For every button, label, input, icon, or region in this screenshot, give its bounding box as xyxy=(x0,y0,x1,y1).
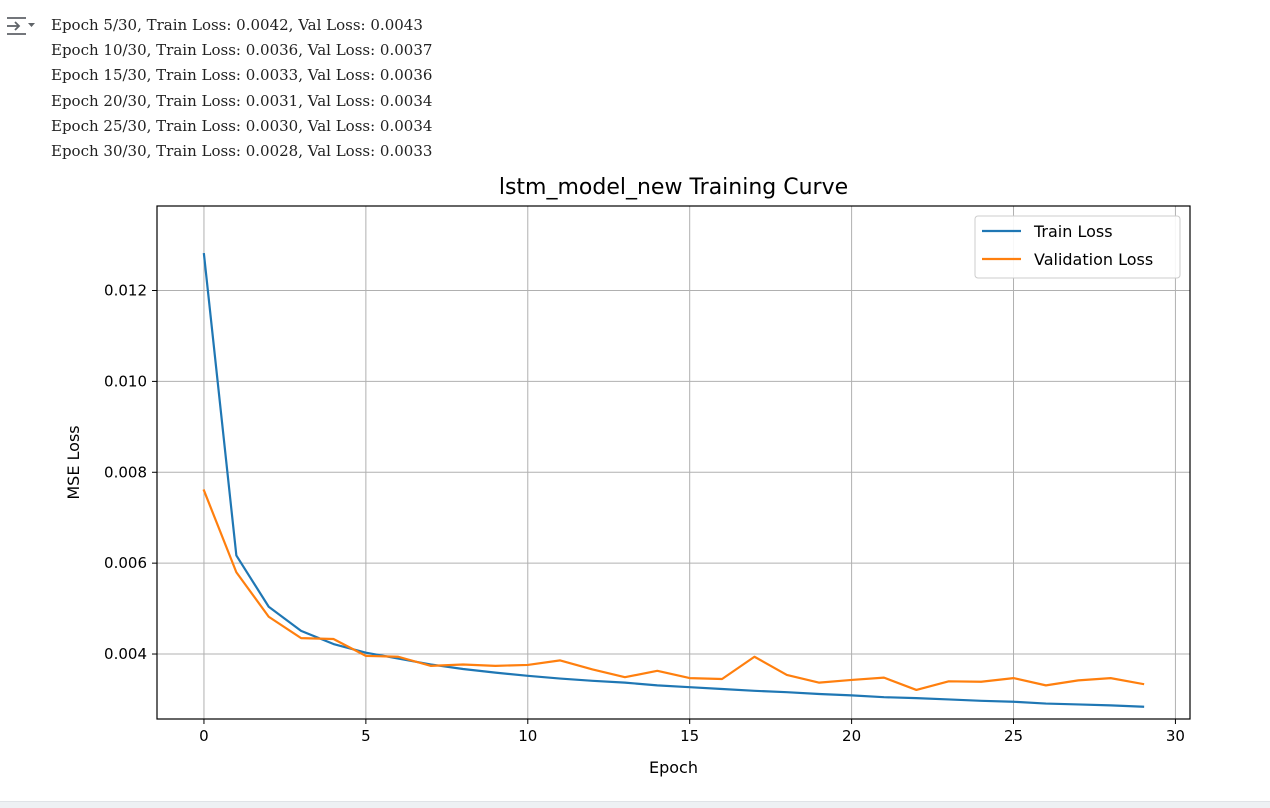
log-line: Epoch 10/30, Train Loss: 0.0036, Val Los… xyxy=(51,41,433,60)
x-axis-label: Epoch xyxy=(649,758,698,777)
y-tick-label: 0.006 xyxy=(104,554,147,572)
output-collapse-icon xyxy=(7,17,35,35)
x-tick-label: 10 xyxy=(518,727,537,745)
train-loss-line xyxy=(202,252,1145,708)
output-toggle-button[interactable] xyxy=(4,14,36,38)
validation-loss-line xyxy=(202,489,1145,692)
y-tick-label: 0.004 xyxy=(104,645,147,663)
legend: Train Loss Validation Loss xyxy=(974,215,1181,279)
x-tick-label: 30 xyxy=(1166,727,1185,745)
log-line: Epoch 25/30, Train Loss: 0.0030, Val Los… xyxy=(51,116,433,135)
y-tick-label: 0.012 xyxy=(104,282,147,300)
legend-box xyxy=(974,215,1181,279)
log-line: Epoch 15/30, Train Loss: 0.0033, Val Los… xyxy=(51,66,433,85)
plot-frame xyxy=(156,205,1191,720)
y-axis-label: MSE Loss xyxy=(64,425,83,499)
y-tick-label: 0.008 xyxy=(104,463,147,481)
chart-title: lstm_model_new Training Curve xyxy=(499,175,848,200)
log-line: Epoch 20/30, Train Loss: 0.0031, Val Los… xyxy=(51,91,433,110)
legend-label: Validation Loss xyxy=(1034,250,1153,269)
legend-label: Train Loss xyxy=(1033,222,1113,241)
x-tick-label: 20 xyxy=(842,727,861,745)
y-tick-label: 0.010 xyxy=(104,372,147,390)
training-curve-chart: 0 5 10 15 20 25 30 0.004 0.006 0.008 0.010 0.012 lst… xyxy=(64,175,1191,777)
x-tick-label: 5 xyxy=(361,727,371,745)
plot-area xyxy=(157,206,1190,719)
x-tick-label: 15 xyxy=(680,727,699,745)
log-line: Epoch 30/30, Train Loss: 0.0028, Val Los… xyxy=(51,141,433,160)
x-tick-label: 0 xyxy=(199,727,209,745)
x-tick-label: 25 xyxy=(1004,727,1023,745)
log-line: Epoch 5/30, Train Loss: 0.0042, Val Loss… xyxy=(51,16,423,34)
cell-bottom-border xyxy=(0,801,1270,808)
training-log: Epoch 5/30, Train Loss: 0.0042, Val Loss… xyxy=(51,13,432,164)
